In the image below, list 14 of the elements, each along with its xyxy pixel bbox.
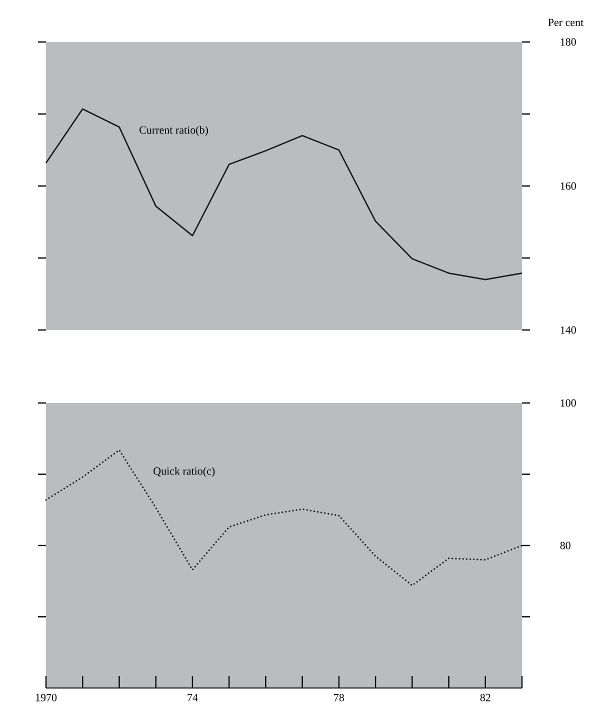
x-tick-label: 74 [188, 694, 198, 702]
x-tick-label: 78 [334, 694, 344, 702]
series-label: Quick ratio(c) [154, 467, 215, 478]
line-series [45, 108, 523, 280]
x-tick-label: 82 [480, 694, 490, 702]
y-tick-label: 160 [560, 182, 576, 190]
y-tick-label: 180 [560, 38, 576, 46]
series-label: Current ratio(b) [140, 126, 208, 136]
y-axis-title: Per cent [548, 18, 584, 26]
line-series [45, 449, 523, 586]
y-tick-label: 140 [560, 326, 576, 334]
x-tick-label: 1970 [36, 694, 57, 702]
y-tick-label: 100 [560, 399, 576, 407]
y-tick-label: 80 [560, 542, 570, 550]
